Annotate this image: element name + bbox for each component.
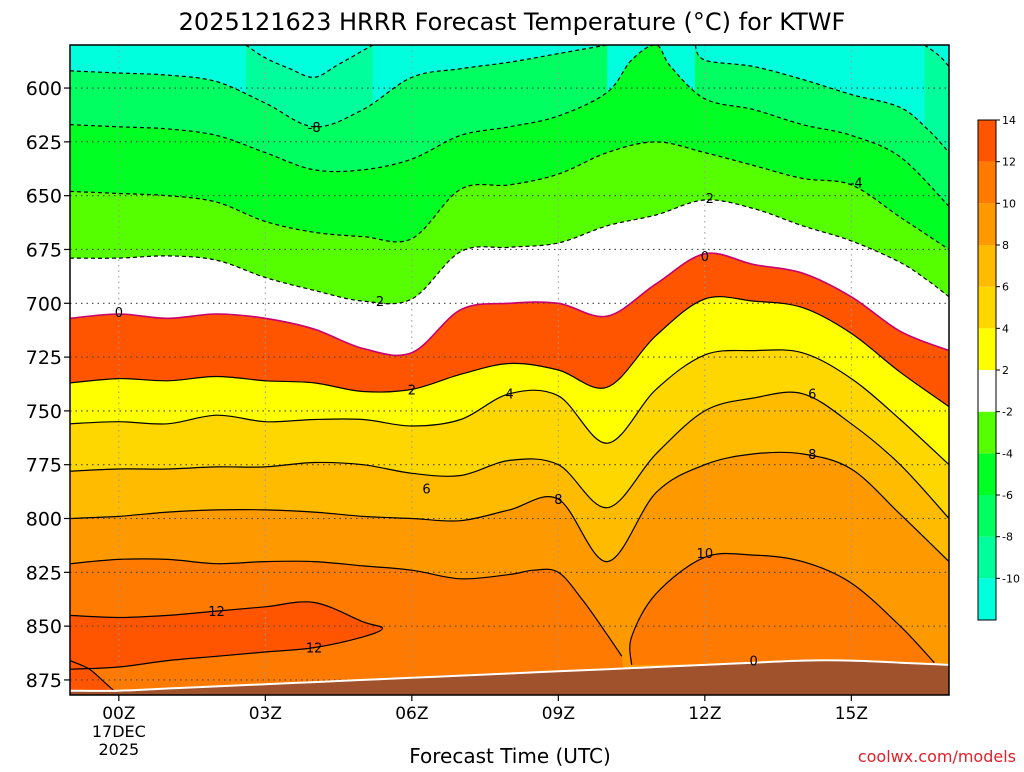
colorbar-label-7: 6: [1002, 281, 1009, 294]
contour-line-10: [70, 558, 623, 657]
contour-label-6-b: 6: [808, 388, 816, 403]
contour-line-2: [70, 296, 949, 408]
contour-label-2: 2: [408, 383, 416, 398]
colorbar-label-10: 12: [1002, 156, 1016, 169]
contour-label-m4: -4: [850, 177, 863, 192]
ground-surface: [70, 659, 949, 695]
colorbar-segment-10: [978, 161, 996, 204]
contour-label-0-b: 0: [701, 250, 709, 265]
colorbar-segment-0: [978, 578, 996, 620]
ground-label: 0: [750, 655, 758, 670]
colorbar-segment-2: [978, 495, 996, 537]
contour-line-6: [70, 391, 949, 519]
colorbar-label-5: 2: [1002, 364, 1009, 377]
y-tick-label-850: 850: [26, 616, 62, 638]
contour-line-m4: [70, 141, 949, 250]
y-tick-label-650: 650: [26, 186, 62, 208]
x-tick-label-3: 03Z: [249, 704, 282, 724]
contour-label-10-b: 10: [697, 547, 714, 562]
x-tick-sublabel-0-0: 17DEC: [92, 722, 146, 741]
colorbar-segment-4: [978, 411, 996, 454]
x-tick-label-15: 15Z: [835, 704, 868, 724]
contour-line-8: [70, 451, 949, 563]
colorbar-label-4: -2: [1002, 406, 1013, 419]
colorbar-label-1: -8: [1002, 531, 1013, 544]
x-tick-label-6: 06Z: [395, 704, 428, 724]
y-tick-label-625: 625: [26, 132, 62, 154]
colorbar-segment-6: [978, 328, 996, 370]
colorbar-label-11: 14: [1002, 114, 1016, 127]
contour-label-m8: -8: [308, 121, 321, 136]
y-axis: 600 625 650 675 700 725 750 775 800 825 850 875: [26, 78, 70, 692]
contour-line-m6: [70, 45, 949, 207]
colorbar-segment-5: [978, 370, 996, 412]
contour-line-0: [70, 252, 949, 357]
y-tick-label-800: 800: [26, 509, 62, 531]
contour-line-4: [70, 349, 949, 466]
colorbar-label-9: 10: [1002, 197, 1016, 210]
x-tick-label-9: 09Z: [542, 704, 575, 724]
x-tick-label-0: 00Z: [102, 704, 135, 724]
y-tick-label-700: 700: [26, 293, 62, 315]
contour-line-m10: [245, 45, 374, 78]
watermark: coolwx.com/models: [858, 747, 1016, 766]
contour-line-12: [70, 601, 384, 670]
y-tick-label-725: 725: [26, 347, 62, 369]
fill-band-12: [70, 601, 383, 670]
plot-area: [70, 45, 949, 695]
contour-line-m10-b: [924, 45, 949, 67]
x-tick-sublabel-0-1: 2025: [98, 740, 139, 759]
colorbar-label-6: 4: [1002, 322, 1009, 335]
fill-band-10-b: [629, 553, 935, 665]
colorbar-label-0: -10: [1002, 572, 1020, 585]
colorbar-label-8: 8: [1002, 239, 1009, 252]
colorbar-segment-11: [978, 120, 996, 162]
colorbar-segment-3: [978, 453, 996, 495]
contour-label-m2-b: 2: [706, 192, 714, 207]
plot-frame: [69, 44, 950, 696]
colorbar-label-2: -6: [1002, 489, 1013, 502]
contour-label-12-b: 12: [306, 642, 323, 657]
contour-label-8-b: 8: [808, 448, 816, 463]
colorbar-label-3: -4: [1002, 447, 1013, 460]
contour-labels: -8 -4 -2 2 0 0 2 4 6 6 8 8 10 12 12 0: [115, 121, 863, 670]
colorbar-segment-7: [978, 286, 996, 329]
contour-label-6: 6: [422, 482, 430, 497]
chart-title: 2025121623 HRRR Forecast Temperature (°C…: [179, 8, 846, 36]
colorbar: -10 -8 -6 -4 -2 2 4 6 8 10 12 14: [977, 114, 1020, 621]
y-tick-label-750: 750: [26, 401, 62, 423]
colorbar-segment-1: [978, 536, 996, 579]
contour-line-10-b: [629, 552, 935, 665]
x-tick-label-12: 12Z: [688, 704, 721, 724]
y-tick-label-825: 825: [26, 562, 62, 584]
y-tick-label-775: 775: [26, 455, 62, 477]
y-tick-label-600: 600: [26, 78, 62, 100]
contour-line-m8-b: [694, 45, 949, 154]
x-axis-label: Forecast Time (UTC): [409, 744, 611, 768]
contour-label-4: 4: [505, 388, 513, 403]
contour-line-14: [70, 660, 115, 692]
contour-label-0: 0: [115, 306, 123, 321]
contour-lines: [70, 45, 949, 692]
colorbar-segment-9: [978, 203, 996, 245]
contour-label-12: 12: [208, 605, 225, 620]
colorbar-segment-8: [978, 245, 996, 287]
y-tick-label-875: 875: [26, 670, 62, 692]
contour-label-8: 8: [554, 493, 562, 508]
contour-label-m2: -2: [371, 295, 384, 310]
contour-line-m8: [70, 45, 608, 128]
y-tick-label-675: 675: [26, 239, 62, 261]
